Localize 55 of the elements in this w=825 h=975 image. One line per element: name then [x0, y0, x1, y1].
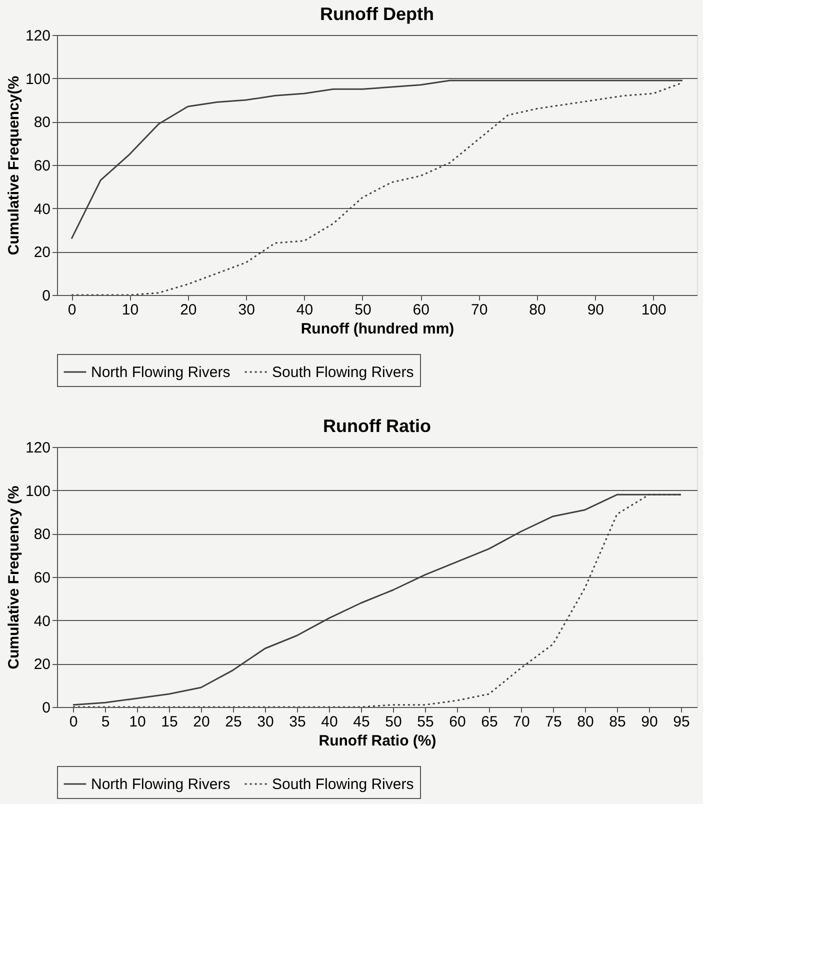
x-tick-label: 80 — [577, 714, 594, 730]
x-tick-label: 0 — [69, 714, 78, 730]
x-tick-label: 80 — [529, 302, 546, 318]
legend-label: North Flowing Rivers — [91, 364, 230, 381]
x-tick-label: 85 — [609, 714, 626, 730]
y-tick-label: 100 — [25, 70, 50, 88]
x-tick-label: 70 — [470, 302, 488, 318]
x-tick-label: 55 — [417, 714, 434, 730]
y-tick-label: 0 — [42, 700, 50, 716]
x-tick-label: 10 — [129, 714, 146, 730]
x-tick-label: 20 — [180, 302, 197, 318]
y-tick-label: 120 — [25, 440, 50, 456]
y-tick-label: 60 — [34, 570, 50, 586]
y-tick-label: 40 — [34, 612, 50, 630]
x-tick-label: 40 — [321, 714, 338, 730]
x-tick-label: 35 — [289, 714, 306, 730]
legend-label: South Flowing Rivers — [272, 776, 414, 793]
x-tick-label: 30 — [238, 302, 255, 318]
x-tick-label: 50 — [354, 302, 372, 318]
y-tick-label: 20 — [34, 656, 50, 674]
chart-title: Runoff Ratio — [323, 416, 431, 436]
x-tick-label: 10 — [122, 302, 139, 318]
y-axis-title: Cumulative Frequency(% — [5, 76, 22, 256]
y-tick-label: 80 — [34, 526, 50, 544]
y-tick-label: 20 — [34, 244, 50, 262]
x-tick-label: 60 — [449, 714, 466, 730]
x-tick-label: 15 — [161, 714, 178, 730]
x-tick-label: 100 — [641, 302, 666, 318]
y-tick-label: 60 — [34, 158, 50, 174]
x-tick-label: 40 — [296, 302, 314, 318]
y-tick-label: 100 — [25, 482, 50, 500]
chart-title: Runoff Depth — [320, 4, 434, 24]
y-tick-label: 40 — [34, 200, 50, 218]
x-tick-label: 65 — [481, 714, 498, 730]
x-tick-label: 20 — [193, 714, 210, 730]
x-tick-label: 45 — [353, 714, 370, 730]
x-tick-label: 0 — [68, 302, 76, 318]
x-axis-title: Runoff Ratio (%) — [318, 732, 436, 750]
x-tick-label: 5 — [101, 714, 110, 730]
x-tick-label: 95 — [673, 714, 690, 730]
x-tick-label: 50 — [385, 714, 402, 730]
y-tick-label: 80 — [34, 114, 50, 132]
x-axis-title: Runoff (hundred mm) — [300, 320, 454, 338]
legend-label: North Flowing Rivers — [91, 776, 230, 793]
x-tick-label: 30 — [257, 714, 274, 730]
x-tick-label: 90 — [641, 714, 658, 730]
y-tick-label: 120 — [25, 28, 50, 44]
x-tick-label: 70 — [513, 714, 530, 730]
x-tick-label: 90 — [587, 302, 604, 318]
y-tick-label: 0 — [42, 288, 50, 304]
x-tick-label: 60 — [412, 302, 430, 318]
y-axis-title: Cumulative Frequency (% — [5, 486, 22, 670]
x-tick-label: 75 — [545, 714, 562, 730]
legend-label: South Flowing Rivers — [272, 364, 414, 381]
x-tick-label: 25 — [225, 714, 242, 730]
